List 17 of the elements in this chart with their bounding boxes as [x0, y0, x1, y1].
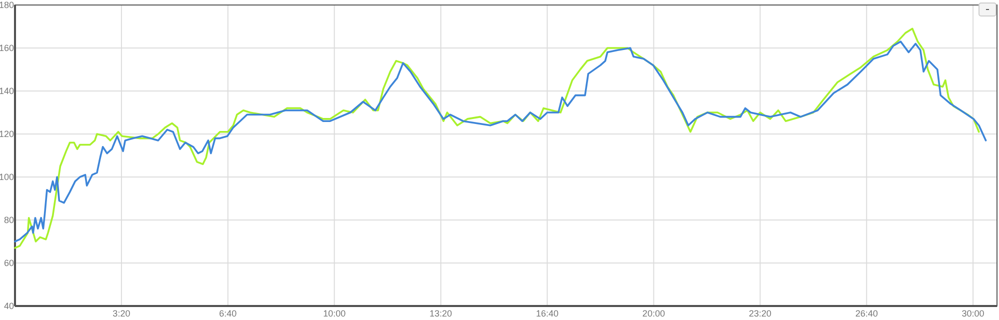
x-tick-label: 16:40 — [536, 308, 559, 318]
y-tick-label: 180 — [0, 0, 14, 10]
x-tick-label: 3:20 — [112, 308, 130, 318]
y-tick-label: 160 — [0, 42, 14, 53]
x-tick-label: 6:40 — [219, 308, 237, 318]
y-tick-label: 140 — [0, 86, 14, 96]
y-tick-label: 100 — [0, 172, 14, 182]
y-tick-label: 80 — [4, 214, 14, 225]
x-tick-label: 26:40 — [855, 308, 878, 318]
y-tick-label: 120 — [0, 128, 14, 139]
y-tick-label: 60 — [4, 258, 14, 268]
x-tick-label: 10:00 — [323, 308, 346, 318]
y-tick-label: 40 — [4, 300, 14, 311]
x-tick-label: 13:20 — [430, 308, 452, 318]
x-tick-label: 23:20 — [748, 308, 772, 318]
x-tick-label: 20:00 — [642, 308, 665, 318]
x-tick-label: 30:00 — [962, 308, 984, 318]
